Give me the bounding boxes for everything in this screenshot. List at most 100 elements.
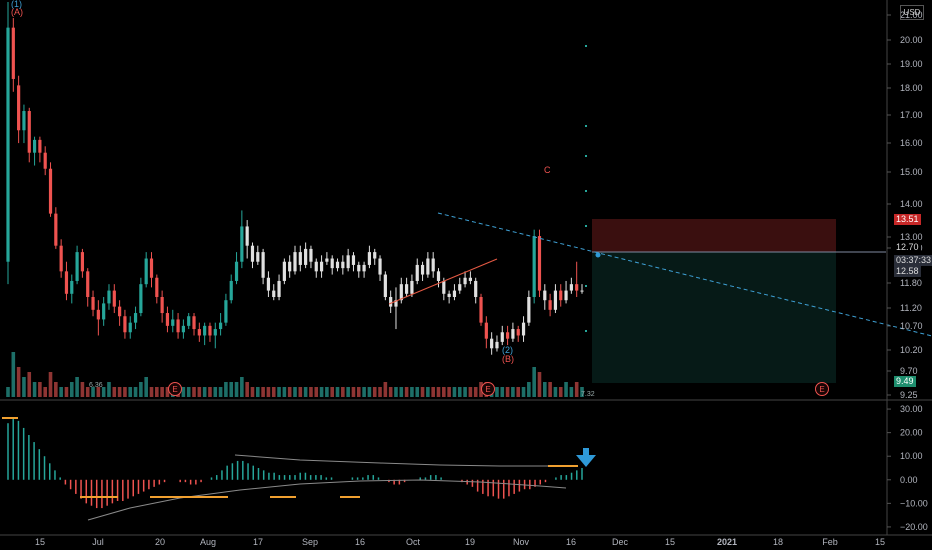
volume-bar [415, 387, 420, 397]
volume-bar [574, 382, 579, 397]
earnings-marker-3[interactable]: E [815, 382, 829, 396]
candle-body [548, 300, 552, 310]
earnings-circle-icon [481, 382, 495, 396]
candle-body [357, 264, 361, 272]
volume-bar [250, 387, 255, 397]
candle [516, 325, 520, 342]
candle-body [373, 252, 377, 259]
candle-body [118, 306, 122, 317]
price-axis-label: 11.80 [900, 278, 922, 288]
volume-bar [569, 387, 574, 397]
candle [373, 248, 377, 265]
candle-body [171, 319, 175, 326]
oscillator-average-line [87, 479, 567, 521]
volume-bar [186, 387, 191, 397]
candle [389, 290, 393, 314]
candle-body [96, 309, 100, 320]
candle [463, 271, 467, 288]
candle [378, 255, 382, 281]
candle [261, 248, 265, 285]
candle-body [319, 261, 324, 272]
candle [447, 290, 451, 304]
volume-bar [64, 387, 69, 397]
candle [266, 271, 271, 297]
oscillator-axis: 30.00 20.00 10.00 0.00 −10.00 −20.00 [887, 404, 928, 532]
candle-body [229, 280, 233, 301]
time-axis-label: Feb [822, 537, 838, 547]
candle [256, 245, 260, 265]
candle [479, 293, 483, 326]
oscillator-axis-label: 20.00 [900, 428, 923, 438]
volume-bar [255, 387, 260, 397]
candle [521, 316, 526, 342]
candle-body [474, 280, 478, 297]
candle-body [112, 290, 116, 307]
candle-body [149, 258, 154, 278]
candle [64, 261, 69, 301]
volume-bar [388, 387, 393, 397]
volume-bar [38, 382, 42, 397]
time-axis-label: 20 [155, 537, 165, 547]
candle-body [208, 325, 212, 336]
time-axis-label: 15 [35, 537, 45, 547]
volume-bar [75, 377, 79, 397]
candlestick-series [6, 2, 584, 355]
volume-bar [442, 387, 446, 397]
candle [346, 248, 350, 272]
earnings-circle-icon [815, 382, 829, 396]
volume-bar [516, 387, 521, 397]
volume-bar [59, 387, 63, 397]
volume-bar [96, 387, 101, 397]
volume-bar [495, 387, 499, 397]
candle-body [245, 226, 249, 246]
volume-bar [48, 372, 53, 397]
price-axis-label: 11.20 [900, 303, 922, 313]
volume-bar [192, 387, 196, 397]
volume-bar [80, 382, 85, 397]
candle-body [203, 325, 207, 336]
wave-2-label: (2) [502, 345, 513, 355]
candle [197, 322, 201, 342]
volume-bar [181, 387, 186, 397]
earnings-marker-1[interactable]: E [168, 382, 182, 396]
wave-c-label: C [544, 165, 551, 175]
candle-body [277, 280, 281, 297]
candle-body [314, 261, 318, 272]
candle-body [543, 290, 547, 301]
candle-body [17, 85, 21, 131]
candle-body [458, 284, 462, 291]
volume-bar [11, 352, 16, 397]
candle [319, 255, 324, 278]
candle [171, 309, 175, 333]
candle [75, 245, 79, 285]
volume-bar [224, 382, 228, 397]
price-axis-label: 10.70 [900, 321, 923, 331]
position-zones [592, 219, 886, 383]
candle-body [399, 284, 403, 301]
descending-trendline [437, 212, 932, 337]
oscillator-signal-line [234, 454, 548, 467]
volume-bar [436, 387, 441, 397]
candle [17, 75, 21, 144]
earnings-marker-2[interactable]: E [481, 382, 495, 396]
volume-bar [452, 387, 457, 397]
price-axis-label: 19.00 [900, 59, 923, 69]
candle [208, 322, 212, 342]
candle-body [298, 252, 302, 265]
profit-target-zone [592, 252, 836, 383]
candle [474, 277, 478, 304]
price-axis-label: 14.00 [900, 199, 923, 209]
volume-bar [139, 382, 143, 397]
candle-body [325, 258, 329, 262]
candle-body [181, 325, 185, 333]
price-axis-label: 21.00 [900, 10, 923, 20]
candle [304, 242, 308, 269]
candle [575, 261, 579, 297]
candle-body [505, 332, 510, 339]
candle-body [91, 296, 95, 310]
volume-bar [165, 387, 170, 397]
volume-bar [410, 387, 414, 397]
candle-body [43, 152, 47, 169]
currency-label[interactable]: USD [900, 5, 924, 20]
